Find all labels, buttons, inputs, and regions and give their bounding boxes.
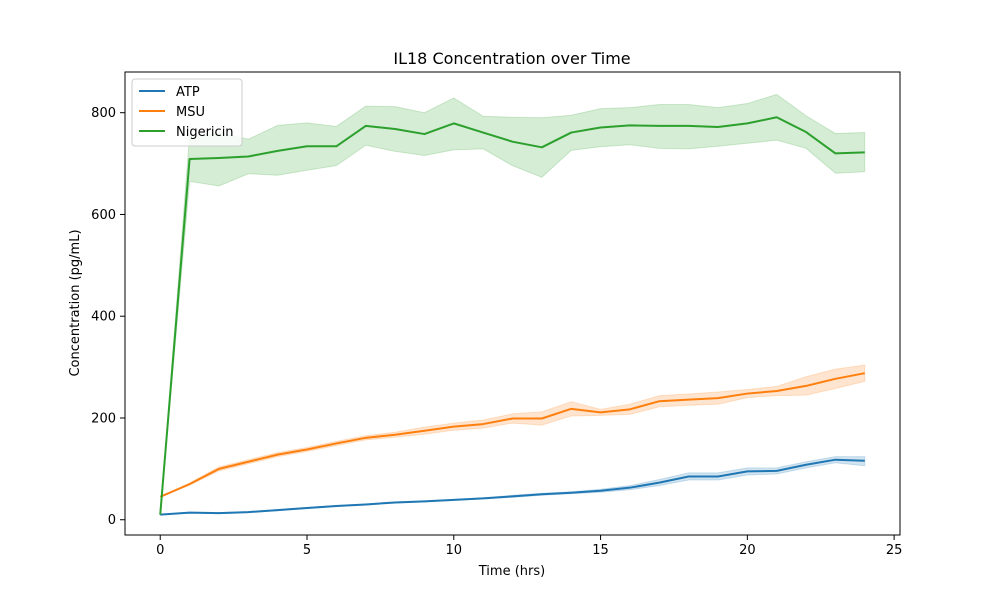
chart-title: IL18 Concentration over Time [393,49,630,68]
band-nigericin [159,93,866,515]
series-line-msu [159,372,865,498]
x-tick-label: 5 [303,543,311,558]
y-axis-ticks: 0 200 400 600 800 [91,106,125,528]
y-tick-label: 200 [91,411,116,426]
plot-frame [124,71,901,536]
x-tick-label: 15 [592,543,609,558]
y-tick-label: 600 [91,208,116,223]
y-tick-label: 0 [108,513,116,528]
y-axis-label: Concentration (pg/mL) [68,229,83,376]
band-msu [160,364,866,498]
legend-label-atp: ATP [176,85,200,100]
y-tick-label: 800 [91,106,116,121]
confidence-bands [159,93,866,516]
series-line-atp [160,458,865,516]
legend: ATP MSU Nigericin [131,78,243,147]
legend-box [131,78,243,147]
legend-label-msu: MSU [176,105,205,120]
series-line-nigericin [159,116,865,515]
x-axis-ticks: 0 5 10 15 20 25 [156,535,902,558]
band-atp [160,456,866,516]
x-tick-label: 10 [446,543,463,558]
x-tick-label: 20 [739,543,756,558]
series-lines [159,116,865,516]
y-tick-label: 400 [91,310,116,325]
legend-label-nigericin: Nigericin [176,125,234,140]
x-tick-label: 25 [886,543,903,558]
x-tick-label: 0 [156,543,164,558]
x-axis-label: Time (hrs) [478,564,545,579]
